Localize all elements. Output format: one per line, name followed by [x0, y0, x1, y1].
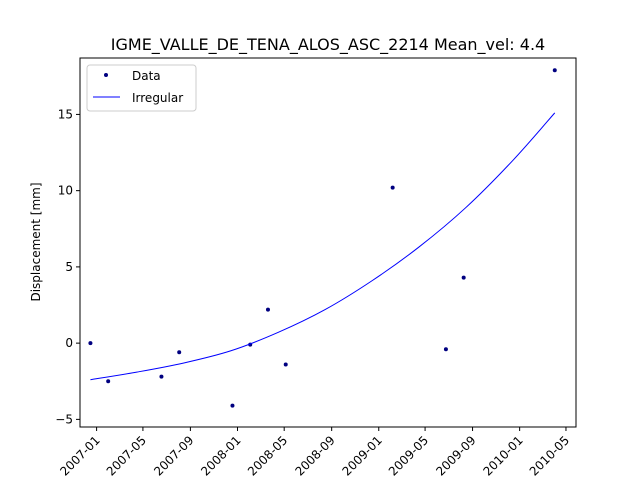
y-tick-label: 15 — [58, 107, 73, 121]
axes-frame — [79, 57, 577, 428]
data-point — [552, 68, 557, 73]
y-axis-label: Displacement [mm] — [29, 182, 43, 301]
legend-irregular-label: Irregular — [132, 91, 183, 105]
legend-box — [86, 64, 197, 112]
legend-data-label: Data — [132, 69, 161, 83]
chart-title: IGME_VALLE_DE_TENA_ALOS_ASC_2214 Mean_ve… — [111, 35, 545, 55]
data-point — [159, 374, 164, 379]
data-point — [230, 403, 235, 408]
y-tick-label: −5 — [55, 412, 73, 426]
data-point — [88, 341, 93, 346]
data-point — [265, 307, 270, 312]
data-point — [283, 362, 288, 367]
legend: Data Irregular — [86, 64, 197, 112]
y-tick-label: 0 — [65, 336, 73, 350]
data-point — [106, 379, 111, 384]
y-tick-label: 5 — [65, 260, 73, 274]
data-point — [443, 347, 448, 352]
data-point — [177, 350, 182, 355]
series-line-irregular — [90, 112, 556, 381]
legend-data-marker — [104, 73, 108, 77]
data-point — [461, 275, 466, 280]
data-point — [390, 185, 395, 190]
y-tick-label: 10 — [58, 184, 73, 198]
plot-area — [88, 68, 557, 408]
